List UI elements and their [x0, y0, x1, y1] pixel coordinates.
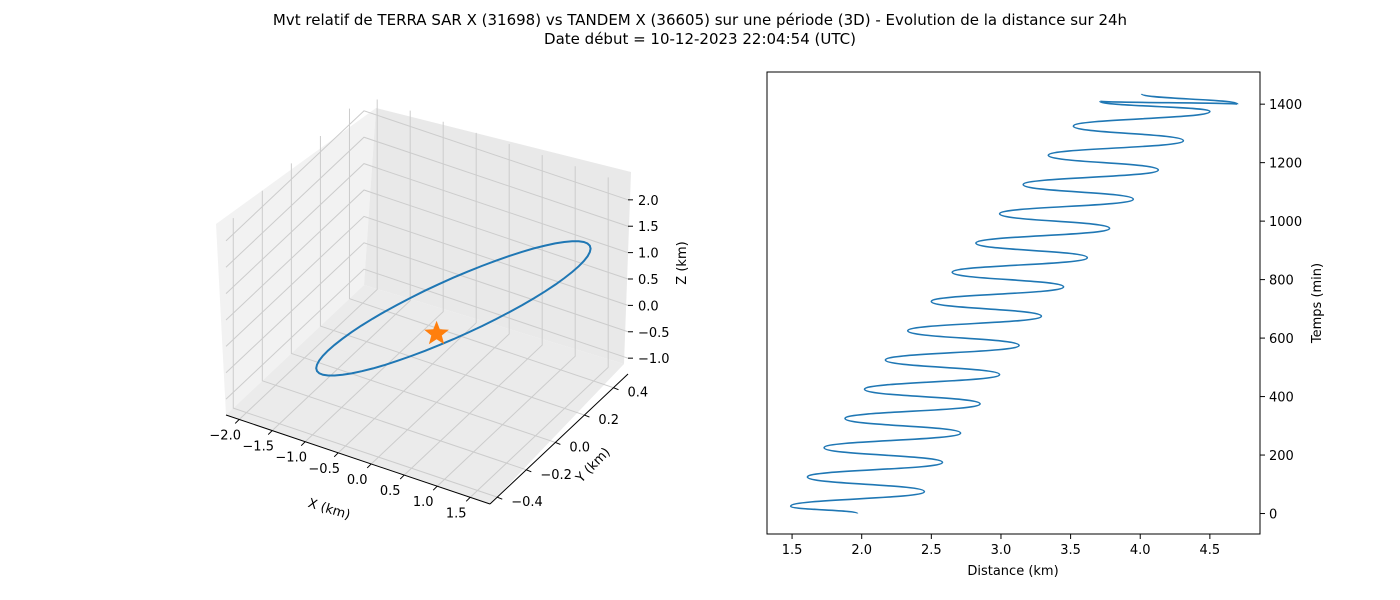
y-ticks: 0 200 400 600 800 1000 1200 1400	[1260, 98, 1302, 523]
x-axis-line	[225, 414, 491, 505]
x-tick-label: 4.0	[1130, 543, 1151, 558]
grid-line-y	[319, 136, 585, 416]
x-axis-label-3d: X (km)	[306, 496, 352, 523]
z-tick-label-3d: 2.0	[638, 194, 659, 209]
x-tick-3d	[333, 452, 339, 458]
grid-line-z	[225, 189, 629, 321]
x-tick-label: 3.5	[1060, 543, 1081, 558]
y-tick-label-3d: −0.2	[540, 468, 572, 483]
grid-line-z	[225, 163, 629, 294]
x-tick-3d	[432, 485, 438, 491]
y-tick-label: 1400	[1269, 98, 1302, 113]
z-axis-label-3d: Z (km)	[675, 241, 690, 284]
grid-line-x	[304, 121, 444, 443]
grid-line-x	[370, 143, 510, 465]
z-tick-label-3d: 1.0	[638, 247, 659, 262]
x-tick-3d	[399, 474, 405, 480]
grid-line-x	[271, 110, 411, 431]
plot-frame	[766, 71, 1261, 535]
grid-line-z	[225, 242, 629, 374]
grid-line-x	[469, 177, 609, 498]
trajectory-3d-axes: −2.0−1.5−1.0−0.50.00.51.01.5−0.4−0.20.00…	[209, 99, 690, 523]
x-tick-label-3d: 1.0	[413, 495, 434, 510]
y-tick-label: 1000	[1269, 215, 1302, 230]
y-tick-label: 400	[1269, 391, 1294, 406]
x-tick-label: 2.5	[921, 543, 942, 558]
y-axis-line	[489, 373, 629, 505]
ticks-3d: −2.0−1.5−1.0−0.50.00.51.01.5−0.4−0.20.00…	[209, 194, 670, 521]
y-tick-label: 800	[1269, 274, 1294, 289]
x-tick-label-3d: 0.5	[380, 484, 401, 499]
z-tick-label-3d: 1.5	[638, 220, 659, 235]
pane-back-right	[364, 108, 631, 364]
x-tick-3d	[300, 441, 306, 447]
x-tick-3d	[465, 496, 471, 502]
x-tick-label-3d: −1.0	[275, 451, 307, 466]
x-tick-label-3d: 1.5	[446, 506, 467, 521]
distance-time-axes: 1.5 2.0 2.5 3.0 3.5 4.0 4.5 0 200 400 600 800 1000 1…	[766, 71, 1325, 579]
x-tick-3d	[267, 430, 273, 435]
x-tick-3d	[366, 463, 372, 469]
grid-line-y	[290, 163, 556, 443]
figure-title-line2: Date début = 10-12-2023 22:04:54 (UTC)	[544, 30, 856, 48]
y-tick-3d	[555, 441, 561, 445]
y-tick-label: 200	[1269, 449, 1294, 464]
x-tick-3d	[234, 419, 240, 424]
x-axis-label: Distance (km)	[967, 564, 1058, 579]
grid-line-y	[261, 190, 527, 471]
distance-series-line	[789, 93, 1239, 515]
y-tick-label-3d: 0.4	[627, 386, 648, 401]
star-marker	[424, 320, 449, 345]
grid-line-z	[225, 268, 629, 400]
figure-title-line1: Mvt relatif de TERRA SAR X (31698) vs TA…	[273, 11, 1127, 29]
grid-line-x	[436, 166, 576, 487]
y-tick-label-3d: 0.2	[598, 413, 619, 428]
z-tick-label-3d: −0.5	[638, 326, 670, 341]
x-tick-label-3d: −2.0	[209, 428, 241, 443]
grid-line-y	[348, 108, 614, 389]
x-ticks: 1.5 2.0 2.5 3.0 3.5 4.0 4.5	[782, 534, 1220, 558]
x-tick-label: 3.0	[991, 543, 1012, 558]
x-tick-label: 1.5	[782, 543, 803, 558]
grid-line-x	[403, 155, 543, 476]
z-tick-label-3d: 0.0	[638, 299, 659, 314]
z-tick-label-3d: 0.5	[638, 273, 659, 288]
x-tick-label-3d: −0.5	[308, 462, 340, 477]
y-axis-label: Temps (min)	[1310, 263, 1325, 344]
y-tick-label: 0	[1269, 508, 1277, 523]
pane-floor	[226, 285, 624, 504]
z-tick-label-3d: −1.0	[638, 352, 670, 367]
x-tick-label: 4.5	[1200, 543, 1221, 558]
grid-line-z	[225, 136, 629, 268]
pane-back-left	[216, 108, 376, 415]
x-tick-label-3d: 0.0	[347, 473, 368, 488]
x-tick-label-3d: −1.5	[242, 440, 274, 455]
y-tick-3d	[526, 469, 532, 473]
y-tick-3d	[584, 414, 590, 418]
x-tick-label: 2.0	[851, 543, 872, 558]
y-tick-label-3d: 0.0	[569, 440, 590, 455]
grid-line-z	[225, 110, 629, 242]
grid-line-x	[337, 132, 477, 454]
y-tick-label: 600	[1269, 332, 1294, 347]
grid-line-z	[225, 215, 629, 347]
grid-3d	[225, 99, 629, 498]
y-tick-3d	[497, 496, 503, 500]
y-tick-label-3d: −0.4	[511, 495, 543, 510]
y-tick-3d	[613, 387, 619, 391]
y-tick-label: 1200	[1269, 157, 1302, 172]
grid-line-x	[238, 99, 378, 420]
trajectory-line	[315, 240, 592, 377]
grid-line-y	[232, 218, 498, 498]
